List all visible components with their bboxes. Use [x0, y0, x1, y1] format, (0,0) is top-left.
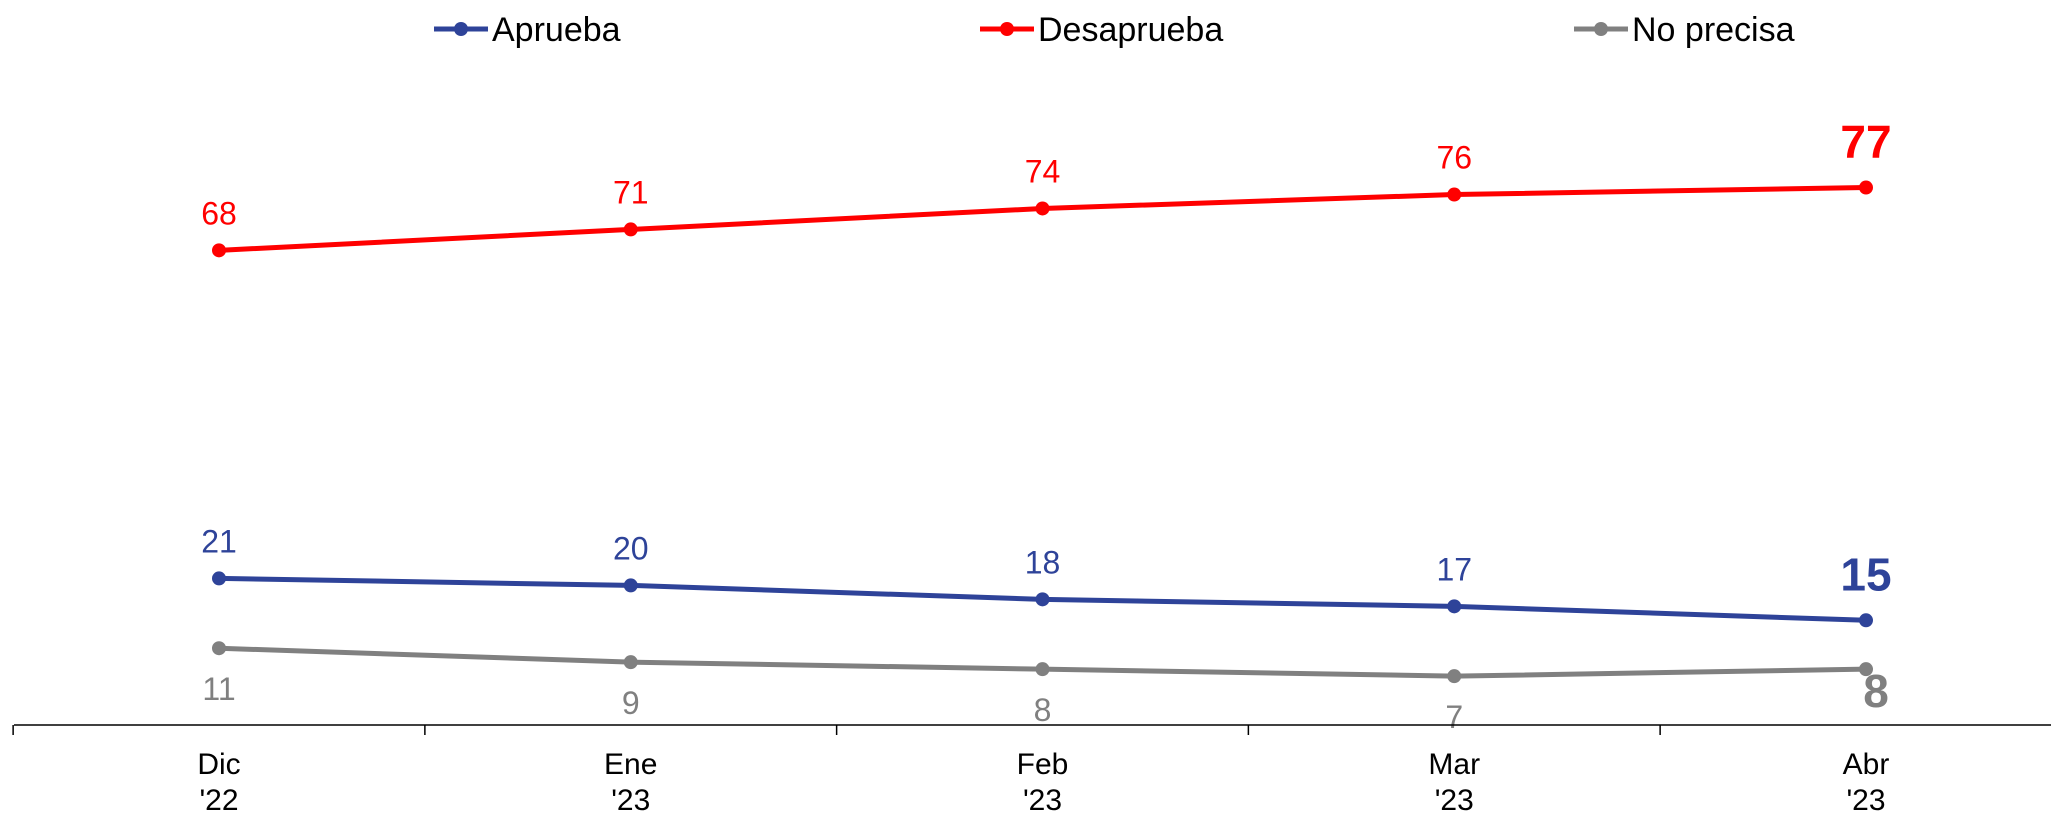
data-label-aprueba: 18 [1025, 544, 1061, 580]
series-layer: 21 20 18 17 15 68 71 74 76 77 11 9 8 7 8 [201, 116, 1891, 736]
data-label-aprueba: 20 [613, 530, 649, 566]
data-point-aprueba [1035, 592, 1050, 607]
data-point-aprueba [212, 571, 226, 586]
legend-item-no-precisa: No precisa [1574, 11, 1795, 49]
legend: Aprueba Desaprueba No precisa [434, 11, 1795, 49]
data-label-no-precisa: 7 [1445, 699, 1463, 735]
legend-item-desaprueba: Desaprueba [980, 11, 1223, 49]
legend-swatch-marker [1000, 22, 1014, 36]
data-label-no-precisa: 8 [1034, 692, 1052, 728]
data-point-no-precisa [1035, 662, 1050, 677]
data-label-desaprueba: 71 [613, 174, 649, 210]
data-label-desaprueba: 74 [1025, 153, 1061, 189]
x-tick-label-line: Dic [197, 748, 240, 781]
data-label-no-precisa: 11 [202, 671, 235, 707]
x-tick-label: Dic '22 [197, 748, 240, 814]
legend-item-aprueba: Aprueba [434, 11, 621, 49]
data-point-desaprueba [623, 222, 638, 237]
data-label-desaprueba: 76 [1436, 140, 1472, 176]
legend-label: Aprueba [492, 11, 621, 49]
data-point-desaprueba [212, 243, 226, 258]
data-point-no-precisa [1859, 662, 1873, 677]
data-point-aprueba [1447, 599, 1462, 614]
data-label-desaprueba: 77 [1840, 116, 1891, 168]
x-tick-label-line: '23 [1846, 784, 1885, 814]
legend-swatch-marker [1594, 22, 1608, 36]
data-point-no-precisa [623, 655, 638, 670]
x-tick-label-line: '23 [1023, 784, 1062, 814]
series-line-desaprueba [218, 185, 1867, 253]
series-desaprueba: 68 71 74 76 77 [201, 116, 1892, 258]
legend-swatch-marker [454, 22, 468, 36]
data-point-desaprueba [1859, 180, 1873, 195]
data-label-desaprueba: 68 [201, 195, 237, 231]
x-tick-label-line: Feb [1017, 748, 1069, 781]
x-tick-label-line: '23 [611, 784, 650, 814]
data-point-desaprueba [1035, 201, 1050, 216]
x-tick-label: Abr '23 [1843, 748, 1890, 814]
data-label-aprueba: 17 [1436, 551, 1472, 587]
series-aprueba: 21 20 18 17 15 [201, 523, 1892, 628]
data-label-no-precisa: 8 [1863, 665, 1889, 717]
x-tick-label: Mar '23 [1428, 748, 1480, 814]
x-tick-label-line: Abr [1843, 748, 1890, 781]
x-tick-label-line: '22 [199, 784, 238, 814]
data-point-desaprueba [1447, 187, 1462, 202]
data-point-aprueba [1859, 613, 1873, 628]
x-tick-label: Feb '23 [1017, 748, 1069, 814]
data-label-aprueba: 21 [201, 523, 237, 559]
x-tick-label-line: '23 [1435, 784, 1474, 814]
data-label-aprueba: 15 [1840, 548, 1891, 600]
data-point-no-precisa [212, 641, 226, 656]
data-point-no-precisa [1447, 669, 1462, 684]
data-label-no-precisa: 9 [622, 685, 640, 721]
series-no-precisa: 11 9 8 7 8 [202, 641, 1889, 735]
legend-label: Desaprueba [1038, 11, 1223, 49]
x-tick-label-line: Ene [604, 748, 657, 781]
x-tick-label-line: Mar [1428, 748, 1480, 781]
x-tick-label: Ene '23 [604, 748, 657, 814]
data-point-aprueba [623, 578, 638, 593]
legend-label: No precisa [1632, 11, 1795, 49]
